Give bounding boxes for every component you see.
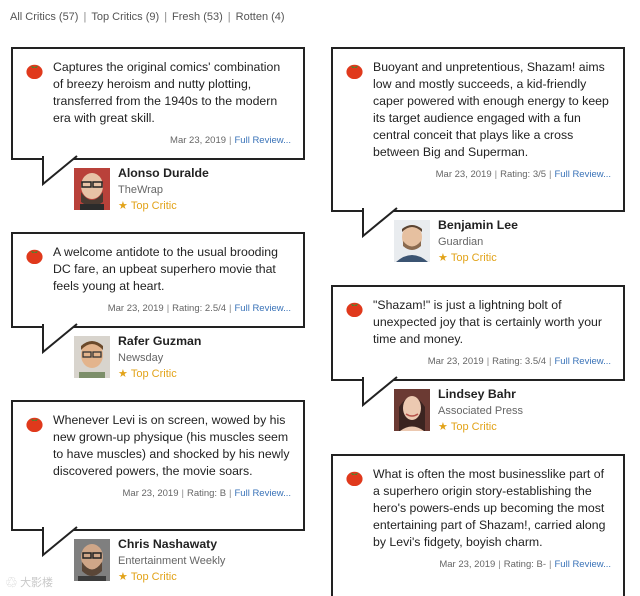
critic-publication: TheWrap — [118, 184, 164, 196]
star-icon: ★ — [118, 200, 128, 212]
fresh-tomato-icon — [26, 417, 43, 433]
critic-details: Benjamin Lee Guardian ★ Top Critic — [438, 218, 518, 264]
fresh-tomato-icon — [26, 64, 43, 80]
review-card: Buoyant and unpretentious, Shazam! aims … — [331, 47, 625, 274]
review-bubble: What is often the most businesslike part… — [331, 454, 625, 596]
star-icon: ★ — [118, 571, 128, 583]
review-quote: Whenever Levi is on screen, wowed by his… — [53, 413, 290, 478]
critic-avatar[interactable] — [74, 539, 110, 581]
review-date: Mar 23, 2019 — [122, 488, 179, 499]
critic-info: Chris Nashawaty Entertainment Weekly ★ To… — [74, 531, 305, 593]
filter-separator: | — [227, 11, 231, 23]
review-quote: Buoyant and unpretentious, Shazam! aims … — [373, 60, 609, 159]
review-quote: What is often the most businesslike part… — [373, 467, 606, 549]
speech-bubble-tail — [362, 376, 398, 408]
review-rating: Rating: 2.5/4 — [172, 303, 227, 314]
review-bubble: Captures the original comics' combinatio… — [11, 47, 305, 187]
critic-avatar[interactable] — [394, 389, 430, 431]
speech-bubble-tail — [42, 526, 78, 558]
critic-info: Rafer Guzman Newsday ★ Top Critic — [74, 328, 305, 390]
review-rating: Rating: B — [186, 488, 227, 499]
review-meta: Mar 23, 2019 | Rating: B | Full Review... — [122, 488, 292, 499]
filter-separator: | — [83, 11, 87, 23]
fresh-tomato-icon — [26, 249, 43, 265]
speech-bubble-tail — [42, 323, 78, 355]
reviews-left-column: Captures the original comics' combinatio… — [11, 47, 305, 593]
filter-separator: | — [164, 11, 168, 23]
critic-avatar[interactable] — [394, 220, 430, 262]
critic-publication: Newsday — [118, 352, 164, 364]
review-rating: Rating: 3/5 — [500, 169, 547, 180]
full-review-link[interactable]: Full Review... — [554, 559, 612, 570]
watermark: ♲ 大影楼 — [6, 577, 54, 589]
critic-details: Chris Nashawaty Entertainment Weekly ★ To… — [118, 537, 225, 583]
top-critic-badge: ★ Top Critic — [118, 571, 177, 583]
review-bubble: Whenever Levi is on screen, wowed by his… — [11, 400, 305, 558]
critic-details: Rafer Guzman Newsday ★ Top Critic — [118, 334, 201, 380]
filter-top-critics[interactable]: Top Critics (9) — [91, 11, 160, 23]
review-date: Mar 23, 2019 — [107, 303, 164, 314]
full-review-link[interactable]: Full Review... — [554, 356, 612, 367]
review-bubble: Buoyant and unpretentious, Shazam! aims … — [331, 47, 625, 239]
full-review-link[interactable]: Full Review... — [234, 303, 292, 314]
top-critic-badge: ★ Top Critic — [438, 252, 497, 264]
critic-info: Benjamin Lee Guardian ★ Top Critic — [394, 212, 625, 274]
speech-bubble-tail — [362, 207, 398, 239]
top-critic-badge: ★ Top Critic — [438, 421, 497, 433]
critic-details: Alonso Duralde TheWrap ★ Top Critic — [118, 166, 209, 212]
critic-name[interactable]: Alonso Duralde — [118, 166, 209, 180]
review-card: Whenever Levi is on screen, wowed by his… — [11, 400, 305, 593]
review-card: A welcome antidote to the usual brooding… — [11, 232, 305, 390]
top-critic-badge: ★ Top Critic — [118, 200, 177, 212]
review-card: "Shazam!" is just a lightning bolt of un… — [331, 285, 625, 443]
star-icon: ★ — [438, 252, 448, 264]
review-meta: Mar 23, 2019 | Rating: B- | Full Review... — [439, 559, 612, 570]
filter-all-critics[interactable]: All Critics (57) — [10, 11, 79, 23]
critic-avatar[interactable] — [74, 336, 110, 378]
critic-details: Lindsey Bahr Associated Press ★ Top Criti… — [438, 387, 523, 433]
review-date: Mar 23, 2019 — [170, 135, 227, 146]
review-bubble: "Shazam!" is just a lightning bolt of un… — [331, 285, 625, 408]
review-card: Captures the original comics' combinatio… — [11, 47, 305, 222]
fresh-tomato-icon — [346, 302, 363, 318]
filter-fresh[interactable]: Fresh (53) — [172, 11, 223, 23]
review-meta: Mar 23, 2019 | Full Review... — [170, 135, 292, 146]
fresh-tomato-icon — [346, 64, 363, 80]
critic-name[interactable]: Lindsey Bahr — [438, 387, 516, 401]
critic-info: Lindsey Bahr Associated Press ★ Top Criti… — [394, 381, 625, 443]
full-review-link[interactable]: Full Review... — [554, 169, 612, 180]
review-rating: Rating: 3.5/4 — [492, 356, 547, 367]
critic-avatar[interactable] — [74, 168, 110, 210]
critic-publication: Associated Press — [438, 405, 523, 417]
review-quote: "Shazam!" is just a lightning bolt of un… — [373, 298, 602, 346]
critic-name[interactable]: Chris Nashawaty — [118, 537, 218, 551]
top-critic-badge: ★ Top Critic — [118, 368, 177, 380]
critic-publication: Entertainment Weekly — [118, 555, 226, 567]
review-rating: Rating: B- — [503, 559, 547, 570]
speech-bubble-tail — [42, 155, 78, 187]
star-icon: ★ — [118, 368, 128, 380]
reviews-right-column: Buoyant and unpretentious, Shazam! aims … — [331, 47, 625, 596]
fresh-tomato-icon — [346, 471, 363, 487]
review-meta: Mar 23, 2019 | Rating: 3/5 | Full Review... — [435, 169, 612, 180]
critic-name[interactable]: Rafer Guzman — [118, 334, 202, 348]
review-quote: A welcome antidote to the usual brooding… — [53, 245, 278, 293]
review-quote: Captures the original comics' combinatio… — [53, 60, 281, 125]
full-review-link[interactable]: Full Review... — [234, 135, 292, 146]
full-review-link[interactable]: Full Review... — [234, 488, 292, 499]
review-meta: Mar 23, 2019 | Rating: 2.5/4 | Full Review..… — [107, 303, 292, 314]
review-card: What is often the most businesslike part… — [331, 454, 625, 596]
critic-publication: Guardian — [438, 236, 484, 248]
watermark-icon: ♲ — [6, 577, 21, 589]
review-date: Mar 23, 2019 — [435, 169, 492, 180]
critic-info: Alonso Duralde TheWrap ★ Top Critic — [74, 160, 305, 222]
star-icon: ★ — [438, 421, 448, 433]
review-date: Mar 23, 2019 — [439, 559, 496, 570]
review-date: Mar 23, 2019 — [427, 356, 484, 367]
review-meta: Mar 23, 2019 | Rating: 3.5/4 | Full Review..… — [427, 356, 612, 367]
filter-rotten[interactable]: Rotten (4) — [235, 11, 285, 23]
review-bubble: A welcome antidote to the usual brooding… — [11, 232, 305, 355]
critic-filter-bar: All Critics (57) | Top Critics (9) | Fresh (… — [10, 11, 285, 23]
critic-name[interactable]: Benjamin Lee — [438, 218, 518, 232]
